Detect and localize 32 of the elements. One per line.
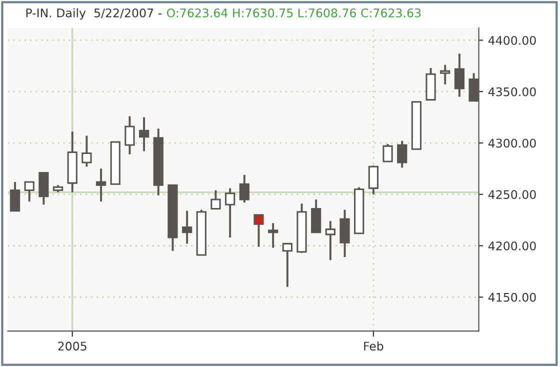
candlestick (38, 172, 49, 206)
x-tick-label: Feb (364, 341, 384, 351)
candlestick (440, 64, 450, 86)
candlestick (210, 189, 221, 210)
candlestick (138, 116, 150, 152)
candlestick (96, 168, 106, 203)
candlestick (24, 181, 34, 203)
candlestick (282, 242, 292, 288)
candlestick (382, 143, 393, 162)
y-tick-label: 4400.00 (488, 36, 536, 45)
candlestick (325, 220, 336, 262)
y-tick-label: 4300.00 (488, 138, 536, 148)
candlestick (10, 181, 20, 212)
candlestick (254, 214, 264, 248)
chart-subtitle: O:7623.64 H:7630.75 L:7608.76 C:7623.63 (166, 8, 421, 18)
y-tick-label: 4150.00 (488, 292, 536, 302)
candlestick (340, 208, 350, 258)
candlestick (124, 115, 135, 156)
candlestick (182, 210, 192, 245)
candlestick (268, 222, 278, 249)
chart-title: P-IN. Daily 5/22/2007 - (26, 8, 162, 20)
candlestick (311, 198, 322, 234)
y-tick-label: 4250.00 (488, 190, 536, 200)
y-tick-label: 4350.00 (488, 87, 536, 96)
candlestick (368, 164, 378, 196)
candlestick (454, 52, 465, 98)
y-tick-label: 4200.00 (488, 241, 536, 250)
candlestick (82, 134, 92, 168)
candlestick (224, 187, 236, 238)
x-tick-label: 2005 (58, 342, 86, 351)
candlestick (397, 140, 408, 169)
candlestick (239, 174, 250, 204)
